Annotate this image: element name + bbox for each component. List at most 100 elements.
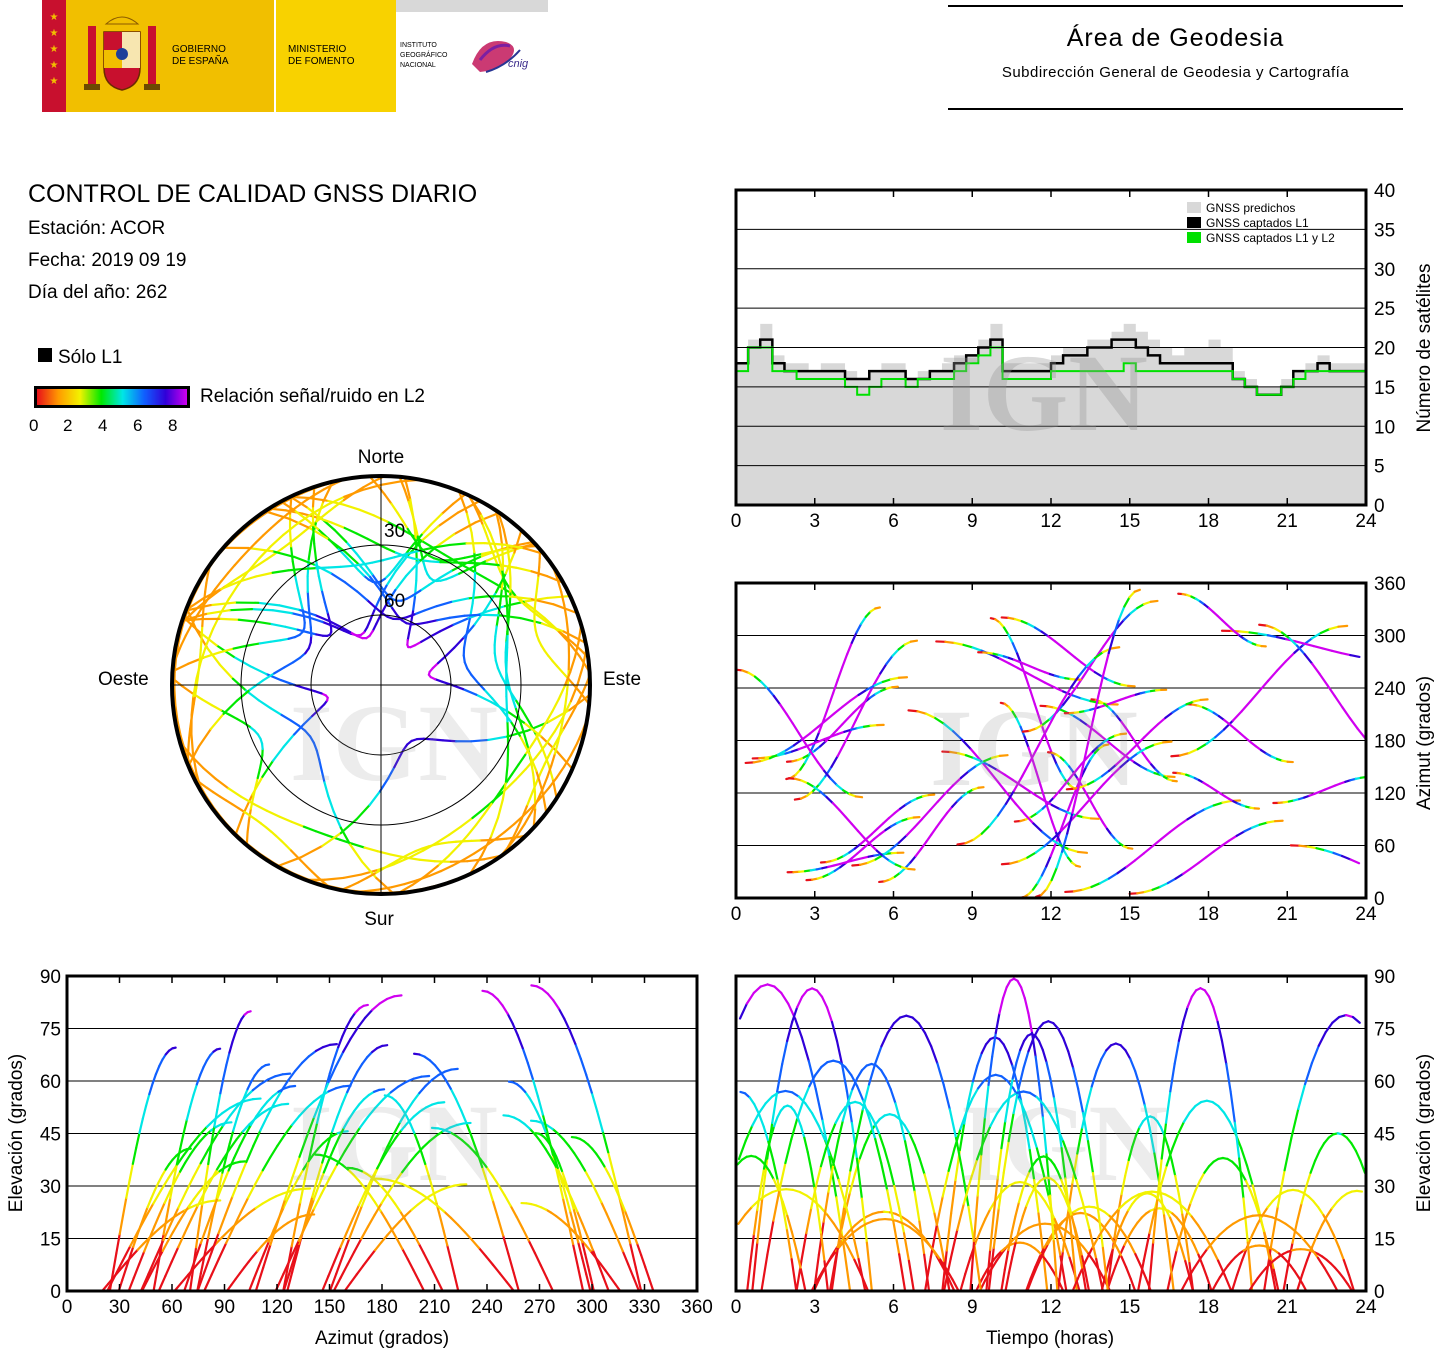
track-segment bbox=[549, 1156, 558, 1168]
watermark-text: IGN bbox=[290, 1082, 498, 1204]
track-segment bbox=[162, 1222, 172, 1242]
track-segment bbox=[178, 1161, 187, 1173]
track-segment bbox=[466, 858, 486, 863]
track-segment bbox=[328, 1043, 338, 1046]
track-segment bbox=[287, 567, 304, 572]
track-segment bbox=[1290, 1227, 1300, 1236]
track-segment bbox=[270, 622, 287, 628]
track-segment bbox=[1214, 1276, 1222, 1285]
y-tick-label: 90 bbox=[1374, 968, 1395, 988]
track-segment bbox=[313, 690, 323, 695]
track-segment bbox=[282, 522, 299, 536]
track-segment bbox=[1193, 1256, 1202, 1269]
track-segment bbox=[599, 1262, 607, 1272]
track-segment bbox=[418, 1084, 427, 1095]
track-segment bbox=[190, 732, 195, 755]
track-segment bbox=[203, 1273, 213, 1293]
track-segment bbox=[177, 1232, 186, 1249]
track-segment bbox=[1101, 1246, 1109, 1293]
track-segment bbox=[565, 680, 570, 695]
track-segment bbox=[835, 783, 845, 792]
track-segment bbox=[473, 1150, 482, 1161]
track-segment bbox=[1184, 1202, 1192, 1219]
track-segment bbox=[343, 1137, 354, 1153]
track-segment bbox=[1007, 1077, 1014, 1100]
track-segment bbox=[312, 1094, 323, 1103]
track-segment bbox=[854, 706, 864, 722]
track-segment bbox=[164, 1260, 173, 1278]
track-segment bbox=[502, 1234, 510, 1255]
track-segment bbox=[393, 552, 408, 559]
track-segment bbox=[192, 1083, 198, 1097]
track-segment bbox=[268, 1144, 279, 1159]
track-segment bbox=[421, 1194, 432, 1202]
track-segment bbox=[541, 748, 550, 766]
track-segment bbox=[1198, 1171, 1206, 1183]
track-segment bbox=[1264, 1214, 1274, 1219]
track-segment bbox=[494, 659, 500, 670]
track-segment bbox=[810, 752, 820, 764]
track-segment bbox=[873, 672, 882, 686]
track-segment bbox=[1145, 757, 1153, 766]
track-segment bbox=[363, 1008, 374, 1019]
track-segment bbox=[471, 586, 476, 605]
track-segment bbox=[401, 1182, 411, 1189]
track-segment bbox=[1161, 740, 1173, 744]
track-segment bbox=[935, 1195, 944, 1227]
track-segment bbox=[128, 1162, 134, 1182]
track-segment bbox=[351, 1126, 362, 1141]
track-segment bbox=[136, 1216, 147, 1233]
track-segment bbox=[237, 1017, 243, 1027]
track-segment bbox=[227, 1156, 236, 1172]
track-segment bbox=[566, 1187, 572, 1200]
track-segment bbox=[294, 500, 306, 509]
track-segment bbox=[998, 621, 1006, 629]
track-segment bbox=[944, 784, 955, 795]
track-segment bbox=[1038, 1193, 1046, 1203]
track-segment bbox=[1055, 850, 1064, 869]
track-segment bbox=[249, 563, 261, 571]
track-segment bbox=[607, 1172, 614, 1184]
track-segment bbox=[350, 842, 366, 849]
track-segment bbox=[315, 566, 330, 570]
track-segment bbox=[1073, 656, 1083, 664]
track-segment bbox=[1129, 1057, 1137, 1073]
track-segment bbox=[1097, 814, 1104, 824]
track-segment bbox=[509, 1204, 518, 1219]
track-segment bbox=[192, 694, 197, 706]
track-segment bbox=[802, 1085, 811, 1102]
ign-inst-text-2: GEOGRÁFICO bbox=[400, 52, 448, 59]
track-segment bbox=[799, 794, 809, 800]
track-segment bbox=[860, 694, 870, 709]
track-segment bbox=[190, 1204, 199, 1221]
track-segment bbox=[217, 1241, 228, 1260]
track-segment bbox=[1183, 1207, 1193, 1218]
track-segment bbox=[796, 1099, 805, 1120]
track-segment bbox=[245, 1144, 255, 1164]
track-segment bbox=[1049, 1077, 1056, 1100]
track-segment bbox=[881, 678, 892, 684]
track-segment bbox=[853, 1225, 862, 1233]
track-segment bbox=[328, 1058, 336, 1075]
track-segment bbox=[1143, 888, 1154, 894]
track-segment bbox=[825, 1006, 834, 1024]
track-segment bbox=[474, 511, 501, 524]
track-segment bbox=[506, 1012, 514, 1025]
track-segment bbox=[201, 608, 205, 619]
track-segment bbox=[435, 1130, 445, 1137]
track-segment bbox=[435, 833, 451, 845]
track-segment bbox=[933, 1249, 942, 1261]
track-segment bbox=[1045, 854, 1052, 868]
track-segment bbox=[1133, 588, 1141, 593]
track-segment bbox=[389, 1196, 397, 1206]
track-segment bbox=[258, 558, 269, 566]
elevation-azimuth-xlabel: Azimut (grados) bbox=[315, 1328, 449, 1349]
track-segment bbox=[500, 568, 507, 589]
track-segment bbox=[868, 692, 877, 699]
track-segment bbox=[390, 502, 399, 514]
track-segment bbox=[132, 1263, 141, 1279]
track-segment bbox=[295, 512, 313, 526]
track-segment bbox=[825, 795, 834, 805]
track-segment bbox=[1265, 624, 1276, 630]
track-segment bbox=[1033, 1187, 1041, 1196]
